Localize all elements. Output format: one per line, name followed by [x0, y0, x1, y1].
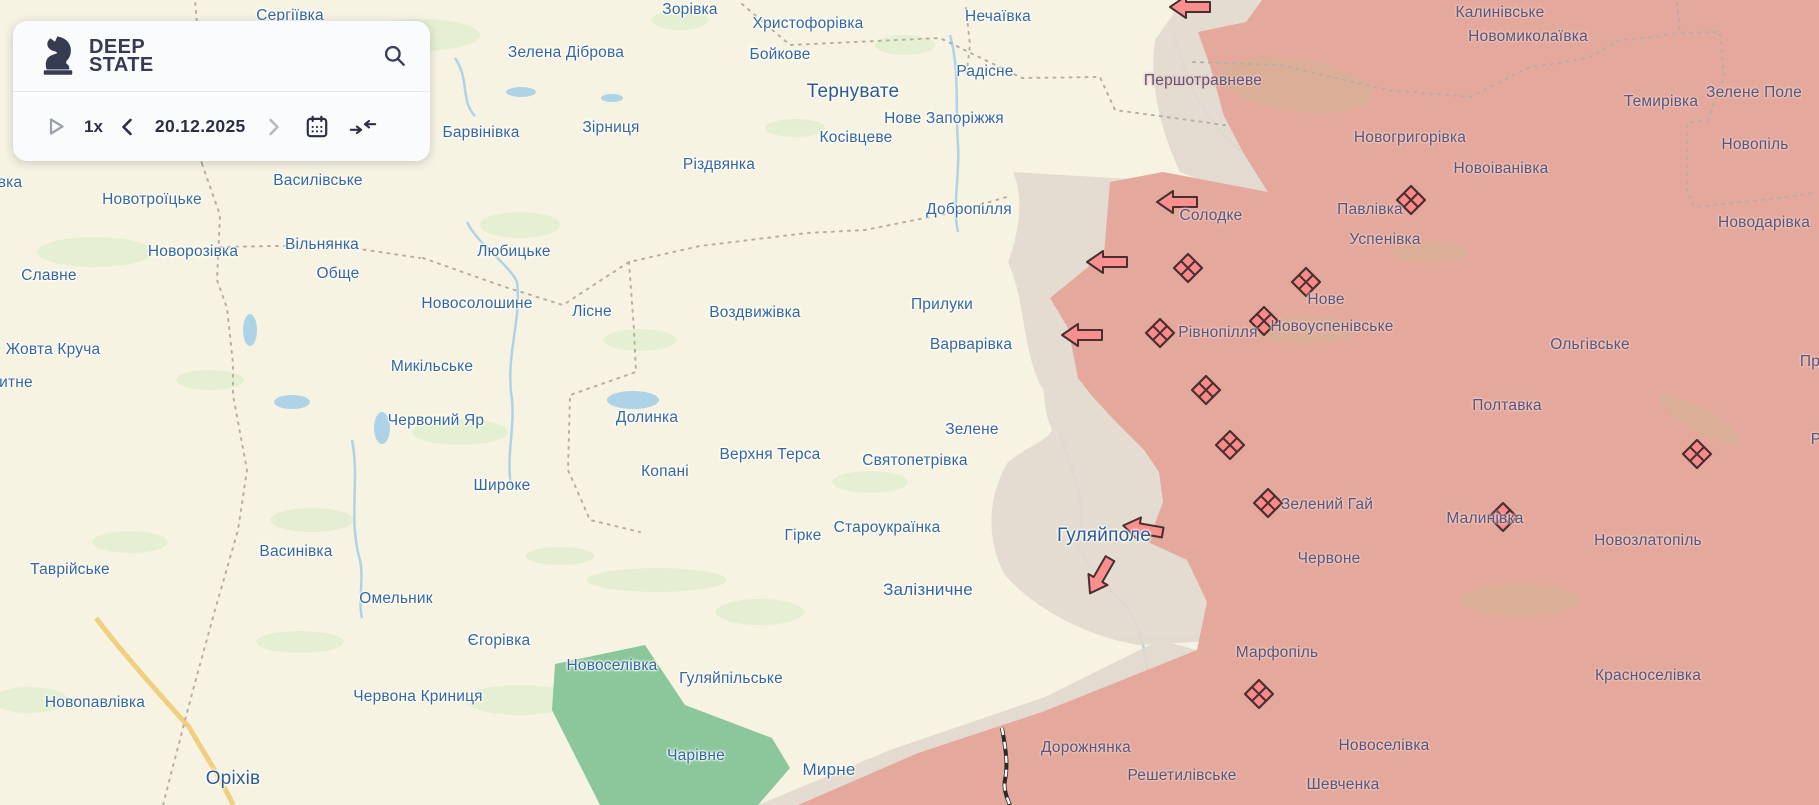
combat-marker[interactable] — [1487, 501, 1519, 533]
combat-marker[interactable] — [1681, 438, 1713, 470]
speed-label[interactable]: 1x — [84, 116, 103, 136]
deepstate-logo[interactable]: DEEP STATE — [37, 33, 382, 79]
search-button[interactable] — [382, 43, 408, 69]
combat-marker[interactable] — [1248, 305, 1280, 337]
advance-arrow — [1061, 323, 1103, 347]
combat-marker[interactable] — [1395, 184, 1427, 216]
combat-marker[interactable] — [1290, 266, 1322, 298]
step-back-button[interactable] — [117, 116, 139, 138]
combat-marker[interactable] — [1252, 487, 1284, 519]
logo-line2: STATE — [89, 54, 154, 76]
forest-patches — [0, 10, 935, 715]
advance-arrow — [1087, 555, 1116, 595]
compare-button[interactable] — [348, 115, 378, 139]
advance-arrow — [1122, 516, 1165, 541]
step-back-icon — [122, 118, 132, 135]
play-button[interactable] — [43, 114, 68, 139]
combat-marker[interactable] — [1144, 317, 1176, 349]
advance-patches — [1217, 57, 1741, 616]
liberated-zone — [552, 645, 790, 805]
step-forward-button[interactable] — [262, 116, 284, 138]
compare-icon — [349, 119, 376, 134]
step-forward-icon — [268, 118, 279, 135]
advance-arrow — [1169, 0, 1211, 19]
advance-arrow — [1156, 190, 1198, 214]
road — [94, 616, 236, 805]
search-icon — [384, 45, 405, 66]
calendar-button[interactable] — [304, 114, 330, 140]
railway — [1000, 727, 1012, 805]
date-display[interactable]: 20.12.2025 — [154, 116, 246, 136]
panel-divider — [13, 91, 430, 92]
combat-marker[interactable] — [1172, 252, 1204, 284]
combat-marker[interactable] — [1214, 429, 1246, 461]
control-panel: DEEP STATE 1x 20.12.2025 — [13, 21, 430, 161]
combat-marker[interactable] — [1190, 374, 1222, 406]
combat-marker[interactable] — [1243, 678, 1275, 710]
calendar-icon — [306, 115, 327, 137]
advance-arrow — [1086, 250, 1128, 274]
play-icon — [49, 118, 64, 135]
knight-logo-icon — [43, 36, 73, 75]
logo-line1: DEEP — [89, 36, 146, 58]
